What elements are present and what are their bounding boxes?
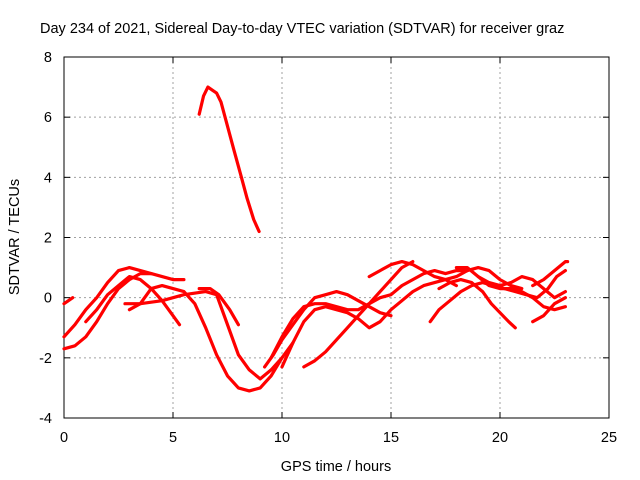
series-arc-18 — [531, 296, 567, 324]
y-tick-label: -4 — [39, 411, 52, 427]
series-arc-19 — [531, 260, 570, 288]
y-tick-label: 6 — [44, 110, 52, 126]
chart-title: Day 234 of 2021, Sidereal Day-to-day VTE… — [40, 21, 564, 37]
series-arc-16 — [454, 266, 567, 312]
series-arc-11 — [280, 278, 458, 369]
y-tick-label: 0 — [44, 291, 52, 307]
y-tick-label: 2 — [44, 231, 52, 247]
series-arc-12 — [302, 260, 415, 369]
x-tick-label: 20 — [492, 430, 508, 446]
series-arc-13 — [367, 260, 524, 291]
x-tick-label: 25 — [601, 430, 617, 446]
series-arc-6 — [127, 284, 284, 393]
series-arc-15 — [437, 278, 517, 330]
series-arc-4 — [62, 272, 186, 351]
data-series — [62, 85, 570, 393]
x-tick-label: 0 — [60, 430, 68, 446]
series-arc-5 — [84, 275, 182, 327]
series-arc-1 — [197, 85, 261, 234]
axes: 0 5 10 15 20 25 -4 -2 0 2 4 6 8 — [39, 50, 617, 446]
series-arc-7 — [123, 290, 295, 381]
series-arc-2 — [62, 296, 75, 306]
series-arc-8 — [197, 287, 240, 327]
y-tick-label: 8 — [44, 50, 52, 66]
x-tick-label: 10 — [274, 430, 290, 446]
series-arc-3 — [62, 266, 153, 339]
x-tick-label: 15 — [383, 430, 399, 446]
series-arc-17 — [476, 275, 567, 300]
x-axis-label: GPS time / hours — [281, 459, 391, 475]
y-axis-label: SDTVAR / TECUs — [7, 179, 23, 295]
grid-lines — [64, 57, 609, 418]
y-tick-label: 4 — [44, 170, 52, 186]
x-tick-label: 5 — [169, 430, 177, 446]
y-tick-label: -2 — [39, 351, 52, 367]
